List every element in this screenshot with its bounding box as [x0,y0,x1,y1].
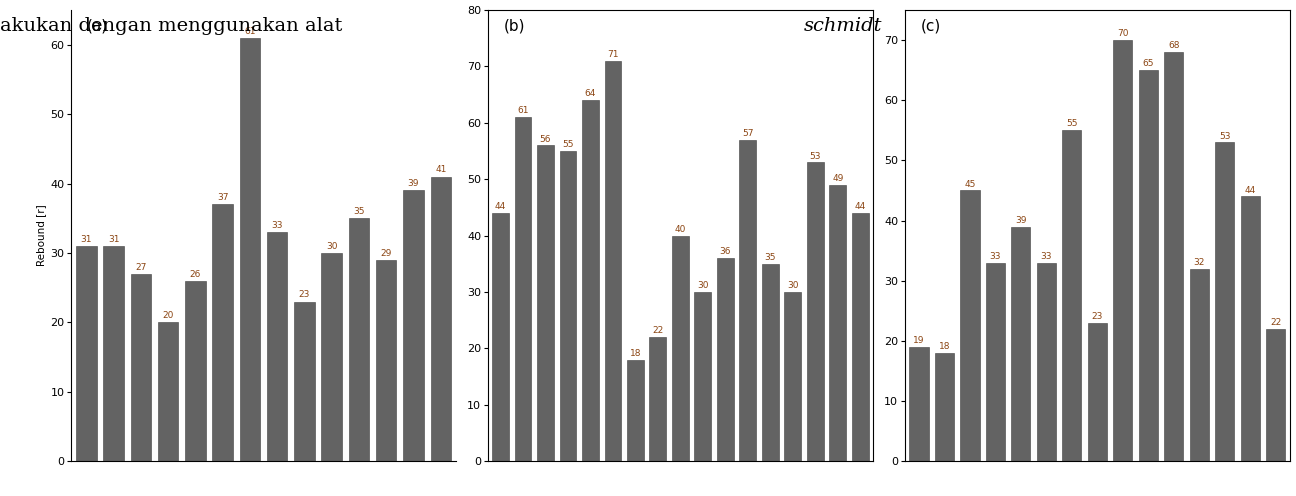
Bar [784,292,801,461]
Text: 56: 56 [539,134,551,144]
Text: 61: 61 [517,107,529,116]
Text: 44: 44 [1244,186,1256,194]
Bar [1164,52,1183,461]
Bar [910,347,929,461]
Text: 30: 30 [787,281,798,290]
Bar [671,236,689,461]
Bar [649,337,666,461]
Text: 33: 33 [990,252,1002,261]
Text: 64: 64 [584,89,596,99]
Text: 31: 31 [108,235,119,244]
Text: 40: 40 [675,225,686,234]
Bar [515,117,531,461]
Bar [807,162,824,461]
Bar [627,360,644,461]
Bar [403,190,424,461]
Bar [1240,196,1260,461]
Text: schmidt: schmidt [804,17,883,35]
Text: 23: 23 [1091,312,1103,321]
Bar [1087,323,1107,461]
Text: 33: 33 [1041,252,1052,261]
Text: 22: 22 [652,326,664,335]
Bar [76,246,96,461]
Bar [851,213,868,461]
Text: (c): (c) [920,19,941,34]
Bar [960,190,980,461]
Text: 31: 31 [80,235,92,244]
Bar [213,204,233,461]
Text: 65: 65 [1143,60,1153,68]
Text: 35: 35 [765,253,776,262]
Text: 26: 26 [189,270,201,279]
Bar [349,218,369,461]
Text: 20: 20 [162,311,174,320]
Bar [376,260,397,461]
Bar [1113,40,1133,461]
Bar [695,292,712,461]
Text: 30: 30 [697,281,709,290]
Text: (a): (a) [87,19,108,34]
Bar [131,274,152,461]
Text: 29: 29 [381,249,391,258]
Bar [934,353,954,461]
Bar [321,253,342,461]
Bar [158,322,179,461]
Bar [1216,142,1234,461]
Text: 32: 32 [1194,258,1205,267]
Text: 57: 57 [743,129,753,138]
Text: 18: 18 [630,349,642,358]
Text: (b): (b) [504,19,525,34]
Bar [185,281,206,461]
Text: 36: 36 [719,248,731,256]
Text: 55: 55 [1067,120,1077,128]
Bar [294,302,315,461]
Text: 70: 70 [1117,29,1129,38]
Bar [1190,269,1209,461]
Text: 49: 49 [832,174,844,183]
Text: 39: 39 [1015,216,1026,225]
Text: 23: 23 [299,291,310,300]
Text: 55: 55 [562,140,574,149]
Text: 19: 19 [914,336,925,345]
Bar [492,213,509,461]
Text: akukan dengan menggunakan alat: akukan dengan menggunakan alat [0,17,349,35]
Text: 71: 71 [608,50,618,59]
Text: 27: 27 [135,263,146,272]
Y-axis label: Rebound [r]: Rebound [r] [36,205,47,266]
Bar [537,145,553,461]
Text: 68: 68 [1168,41,1179,50]
Text: 37: 37 [216,193,228,202]
Bar [1266,329,1286,461]
Text: 61: 61 [244,27,255,36]
Text: 33: 33 [271,221,283,230]
Bar [560,151,577,461]
Bar [829,185,846,461]
Bar [1011,227,1030,461]
Text: 30: 30 [325,242,337,251]
Bar [986,263,1004,461]
Text: 45: 45 [964,180,976,188]
Bar [430,177,451,461]
Text: 39: 39 [408,180,419,188]
Bar [762,264,779,461]
Text: 53: 53 [1218,131,1230,140]
Bar [267,232,288,461]
Bar [1139,70,1157,461]
Bar [582,100,599,461]
Text: 18: 18 [938,342,950,351]
Text: 35: 35 [354,207,364,216]
Bar [104,246,124,461]
Text: 41: 41 [435,166,446,175]
Text: 44: 44 [495,202,507,211]
Bar [1037,263,1056,461]
Bar [740,140,757,461]
Bar [717,258,734,461]
Text: 53: 53 [810,152,822,161]
Text: 44: 44 [854,202,866,211]
Text: 22: 22 [1270,318,1282,327]
Bar [1063,130,1081,461]
Bar [240,38,260,461]
Bar [604,61,621,461]
